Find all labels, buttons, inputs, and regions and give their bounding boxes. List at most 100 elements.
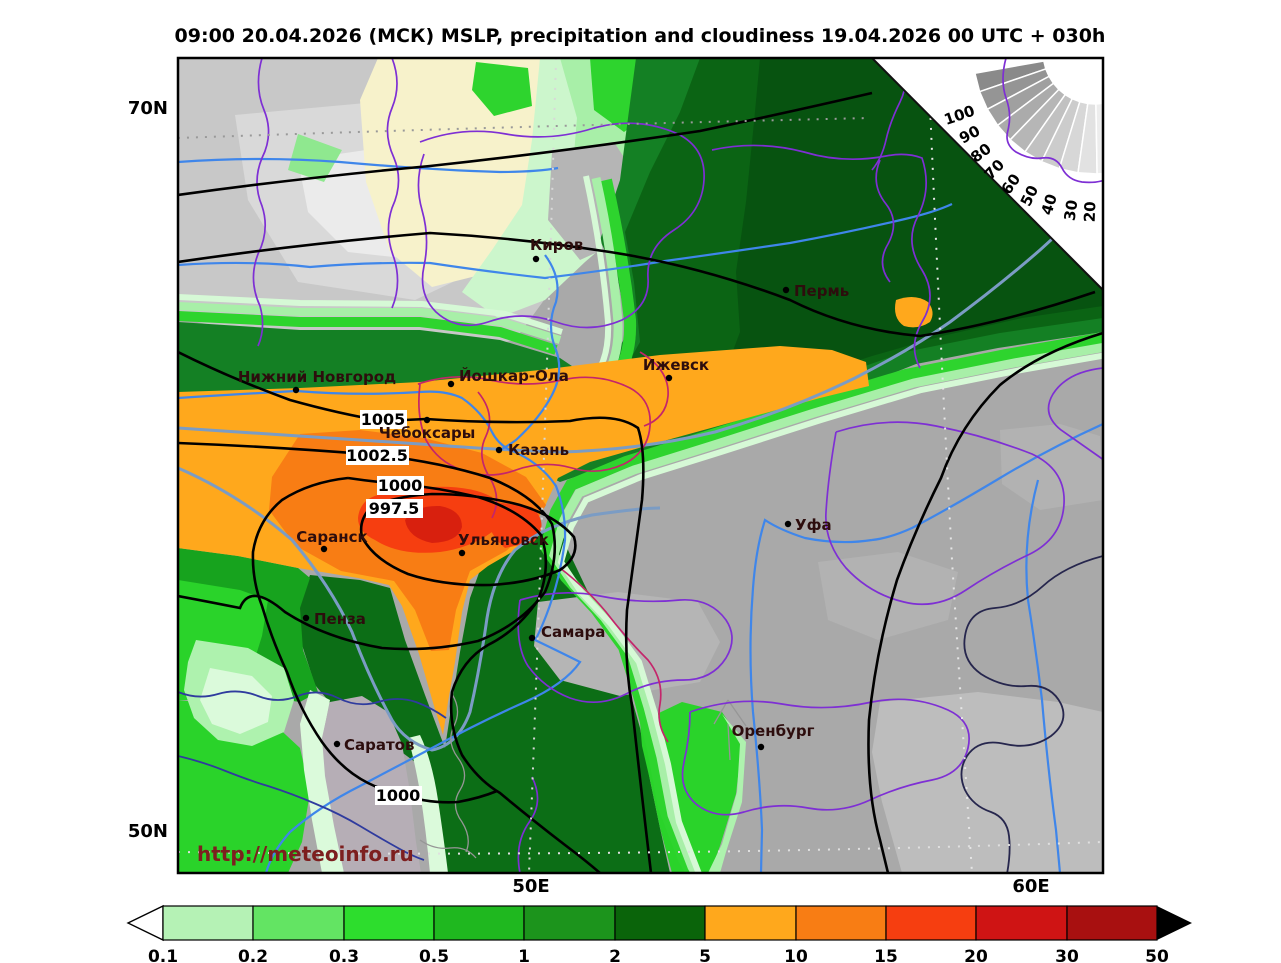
city-label: Пермь	[794, 282, 849, 300]
graticule-group	[178, 58, 1103, 873]
river-path	[749, 518, 873, 873]
isobar-line-1000	[347, 476, 601, 873]
colorbar-tick: 1	[518, 947, 530, 963]
terrain-line	[419, 839, 477, 859]
city-dot	[532, 255, 540, 263]
isobars-group	[178, 91, 1103, 873]
map-title: 09:00 20.04.2026 (МСК) MSLP, precipitati…	[175, 25, 1106, 47]
colorbar-tick: 20	[964, 947, 988, 963]
border-line-over-fan	[1002, 58, 1102, 184]
colorbar-tick: 0.5	[419, 947, 449, 963]
city-dot	[782, 286, 790, 294]
city-dot	[333, 740, 341, 748]
colorbar-segment	[795, 905, 887, 941]
precip-pale-region	[300, 690, 344, 873]
colorbar-tick: 0.2	[238, 947, 268, 963]
isobar-line	[178, 231, 1096, 338]
map-diagonal-edge	[871, 57, 1104, 291]
colorbar-segment	[162, 905, 254, 941]
thickness-contour	[178, 466, 661, 752]
river-path	[498, 254, 561, 452]
city-dot	[423, 416, 431, 424]
colorbar-tick: 15	[874, 947, 898, 963]
precip-pale-region	[200, 668, 272, 734]
fan-segments	[973, 60, 1102, 175]
city-label: Самара	[541, 623, 605, 641]
river-path	[178, 203, 953, 280]
lon-label-west: 50E	[512, 876, 549, 897]
pressure-label-bg	[377, 476, 424, 495]
pressure-label: 1000	[376, 786, 421, 805]
colorbar: 0.1 0.2 0.3 0.5 1 2 5 10 15 20 30 50	[126, 904, 1192, 963]
river-path	[178, 755, 425, 861]
precip-fringe	[178, 311, 558, 355]
border-line	[559, 567, 669, 743]
river-path	[871, 422, 1103, 542]
colorbar-segment	[252, 905, 345, 941]
pressure-label-bg	[360, 410, 407, 429]
city-label: Киров	[530, 236, 583, 254]
city-dot	[528, 634, 536, 642]
isobar-line-1005	[178, 350, 653, 873]
city-dot	[292, 386, 300, 394]
precip-fringe	[178, 302, 562, 344]
cities-group: Киров Пермь Нижний Новгород Йошкар-Ола И…	[238, 236, 849, 754]
city-dot	[458, 549, 466, 557]
border-line	[639, 351, 669, 427]
border-line	[252, 58, 270, 347]
colorbar-segment	[433, 905, 525, 941]
colorbar-segment	[975, 905, 1068, 941]
thickness-contour	[178, 218, 1074, 454]
cloud-patch	[872, 692, 1103, 873]
isobar-line-1000	[251, 476, 498, 804]
precip-fringe	[539, 331, 1103, 873]
city-label: Нижний Новгород	[238, 368, 396, 386]
terrain-line	[450, 693, 469, 853]
city-dot	[302, 614, 310, 622]
border-line	[1047, 367, 1103, 481]
cloudiness-fan-scale	[973, 58, 1102, 184]
fan-segment	[1095, 102, 1102, 175]
isobar-line	[867, 331, 1103, 873]
city-dot	[784, 520, 792, 528]
colorbar-tick: 10	[784, 947, 808, 963]
border-line	[386, 58, 400, 309]
precip-bright-region	[178, 700, 310, 873]
border-line	[417, 375, 651, 476]
colorbar-tick: 50	[1145, 947, 1169, 963]
colorbar-segment	[523, 905, 616, 941]
river-path	[178, 157, 559, 174]
colorbar-segment	[343, 905, 435, 941]
graticule-line-50n	[178, 841, 1103, 855]
pressure-label: 1002.5	[346, 446, 408, 465]
colorbar-segment	[885, 905, 977, 941]
border-line	[517, 591, 733, 703]
border-line	[417, 122, 705, 329]
rivers-navy-group	[178, 690, 447, 861]
city-label: Уфа	[795, 516, 832, 534]
colorbar-tick: 5	[699, 947, 711, 963]
river-path	[1025, 479, 1062, 873]
precip-light-region	[288, 134, 342, 182]
river-path	[178, 690, 447, 719]
fan-label: 20	[1081, 201, 1100, 222]
city-label: Казань	[508, 441, 569, 459]
isobar-line-997-5	[359, 492, 577, 587]
pressure-label-bg	[375, 786, 422, 805]
border-line	[875, 159, 895, 283]
colorbar-left-arrow	[126, 904, 164, 942]
border-line	[681, 698, 970, 816]
city-label: Саратов	[344, 736, 414, 754]
colorbar-tick: 0.3	[329, 947, 359, 963]
city-dot	[495, 446, 503, 454]
city-dot	[447, 380, 455, 388]
map-frame	[176, 56, 1105, 875]
precip-bright-region	[472, 62, 532, 116]
watermark-url: http://meteoinfo.ru	[197, 842, 414, 866]
border-line	[477, 391, 498, 519]
fan-label: 40	[1038, 192, 1061, 217]
pressure-label: 1000	[378, 476, 423, 495]
city-dot	[665, 374, 673, 382]
lat-label-bottom: 50N	[128, 821, 168, 842]
city-label: Пенза	[314, 610, 366, 628]
